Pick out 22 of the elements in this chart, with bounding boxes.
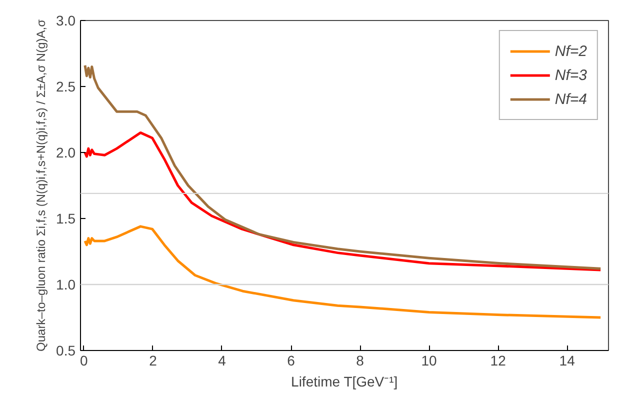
- x-tick-label: 0: [80, 352, 88, 368]
- y-axis-title: Quark–to–gluon ratio Σi,f,s (N(q)i,f,s+N(q)i,f,s) / Σ±A,σ N(g)A,σ: [34, 18, 48, 352]
- y-tick-label: 0.5: [56, 342, 76, 358]
- x-tick-label: 6: [287, 352, 296, 368]
- x-tick-label: 8: [356, 352, 364, 368]
- x-tick-label: 12: [490, 352, 506, 368]
- line-series: [84, 64, 602, 270]
- x-tick-label: 10: [421, 352, 438, 368]
- y-tick-label: 3.0: [56, 12, 76, 28]
- x-tick-label: 2: [149, 352, 158, 368]
- y-tick-label: 2.5: [56, 78, 76, 94]
- x-axis-title: Lifetime T[GeV⁻¹]: [291, 374, 398, 390]
- y-tick-label: 2.0: [56, 144, 76, 160]
- line-series: [84, 225, 602, 319]
- legend-label: Nf=4: [554, 90, 587, 108]
- y-tick-label: 1.5: [56, 210, 76, 226]
- x-tick-label: 4: [218, 352, 226, 368]
- line-series: [84, 131, 602, 272]
- y-tick-label: 1.0: [56, 276, 76, 292]
- legend-label: Nf=2: [554, 42, 587, 60]
- x-tick-label: 14: [559, 352, 576, 368]
- legend-label: Nf=3: [554, 66, 587, 84]
